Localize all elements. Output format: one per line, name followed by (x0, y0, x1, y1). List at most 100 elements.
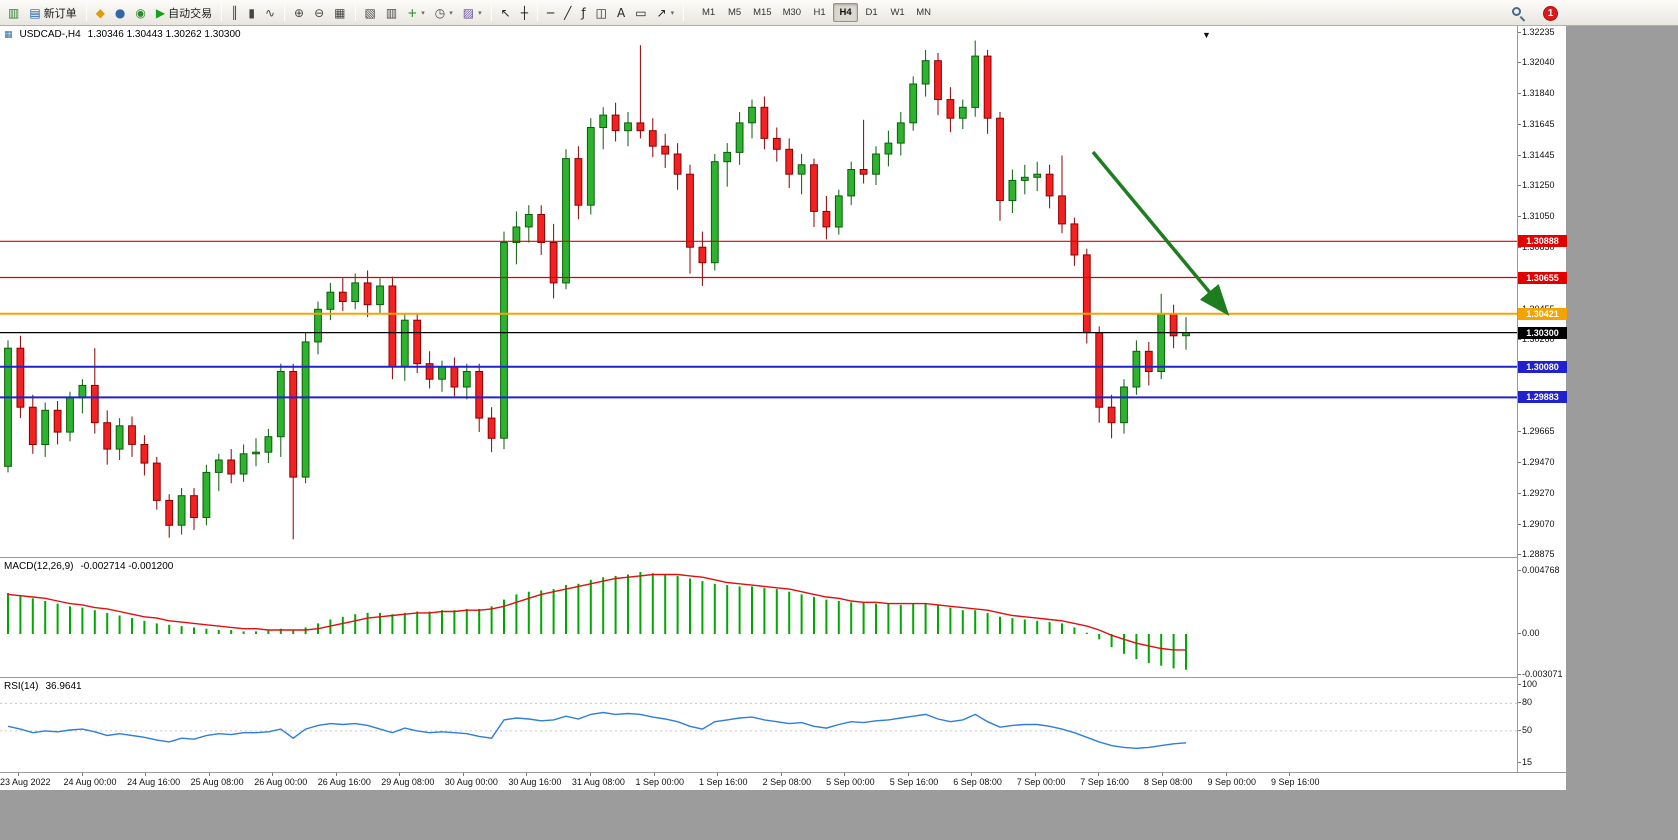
templates-icon: ▨ (462, 5, 475, 20)
zoom-out-icon: ⊖ (314, 5, 325, 20)
horizontal-line-button[interactable]: ─ (542, 2, 559, 24)
autotrading-icon: ▶ (155, 5, 166, 20)
new-chart-button[interactable]: ▥ (3, 2, 24, 24)
candle-body (90, 384, 99, 424)
arrange-windows-icon: ▥ (385, 5, 398, 20)
indicators-dropdown-icon[interactable]: ▾ (421, 8, 425, 17)
fibonacci-button[interactable]: ƒ (576, 2, 590, 24)
price-line-tag: 1.30080 (1518, 360, 1567, 373)
periods-button[interactable]: ◷ ▾ (430, 2, 458, 24)
timeframe-w1[interactable]: W1 (885, 3, 910, 22)
rsi-plot[interactable] (0, 678, 1517, 772)
arrow-tools-button[interactable]: ↗ ▾ (652, 2, 680, 24)
time-axis-label: 26 Aug 16:00 (317, 773, 371, 787)
time-axis-label: 26 Aug 00:00 (254, 773, 308, 787)
templates-button[interactable]: ▨ ▾ (458, 2, 487, 24)
timeframe-mn[interactable]: MN (911, 3, 936, 22)
zoom-out-button[interactable]: ⊖ (309, 2, 329, 24)
timeframe-m1[interactable]: M1 (696, 3, 721, 22)
price-axis[interactable]: 1.32235 1.32040 1.31840 1.31645 1.31445 1.312… (1517, 26, 1567, 772)
timeframe-m30[interactable]: M30 (778, 3, 806, 22)
fibonacci-icon: ƒ (581, 5, 586, 20)
trendline-button[interactable]: ╱ (559, 2, 576, 24)
candle-body (438, 366, 446, 380)
timeframe-m15[interactable]: M15 (748, 3, 776, 22)
periods-icon: ◷ (434, 5, 446, 20)
search-icon[interactable] (1510, 5, 1527, 22)
price-axis-label: 1.31250 (1518, 180, 1555, 190)
toolbar-separator (683, 4, 685, 21)
candle-body (462, 371, 471, 388)
candle-body (1070, 223, 1079, 256)
zoom-in-button[interactable]: ⊕ (289, 2, 309, 24)
chart-object-marker: ▼ (1202, 30, 1211, 40)
candle-body (512, 226, 521, 243)
candle-body (140, 444, 149, 464)
time-axis[interactable]: 23 Aug 2022 24 Aug 00:00 24 Aug 16:00 25 Au… (0, 772, 1566, 790)
community-button[interactable]: ● (110, 2, 130, 24)
candle-body (946, 99, 955, 119)
timeframe-h4[interactable]: H4 (833, 3, 859, 22)
timeframe-d1[interactable]: D1 (859, 3, 884, 22)
shapes-button[interactable]: ◫ (591, 2, 612, 24)
crosshair-button[interactable]: ┼ (516, 2, 533, 24)
candle-body (66, 397, 74, 433)
time-axis-label: 8 Sep 08:00 (1143, 773, 1193, 787)
cascade-windows-button[interactable]: ▧ (360, 2, 381, 24)
market-button[interactable]: ◉ (130, 2, 150, 24)
price-axis-label: 1.29270 (1518, 487, 1555, 498)
candle-chart-button[interactable]: ▮ (243, 2, 260, 24)
candle-body (921, 60, 930, 85)
macd-histogram (7, 571, 1187, 670)
timeframe-h1[interactable]: H1 (807, 3, 832, 22)
candle-body (276, 371, 285, 438)
price-chart-plot[interactable]: ▼ (0, 26, 1517, 557)
candle-body (400, 319, 409, 368)
candle-body (586, 127, 595, 206)
candle-body (190, 495, 198, 519)
templates-dropdown-icon[interactable]: ▾ (478, 8, 482, 17)
trend-arrow-annotation (1091, 150, 1230, 317)
candle-body (28, 406, 37, 446)
line-chart-button[interactable]: ∿ (260, 2, 280, 24)
macd-axis-label: 0.00 (1518, 628, 1540, 638)
bar-chart-button[interactable]: ║ (226, 2, 243, 24)
candle-body (1107, 406, 1116, 424)
main-price-panel: ▼ ▦ USDCAD-,H4 1.30346 1.30443 1.30262 1… (0, 26, 1517, 557)
periods-dropdown-icon[interactable]: ▾ (449, 8, 453, 17)
candles (4, 40, 1190, 540)
metaeditor-button[interactable]: ◆ (91, 2, 110, 24)
timeframe-m5[interactable]: M5 (722, 3, 747, 22)
indicators-button[interactable]: + ▾ (402, 2, 430, 24)
macd-signal-line (7, 573, 1186, 651)
new-order-button[interactable]: ▤ 新订单 (24, 2, 81, 24)
candle-body (289, 371, 298, 478)
candle-body (152, 462, 161, 501)
candle-body (549, 242, 558, 284)
price-line-tag: 1.30421 (1518, 307, 1567, 320)
notification-badge[interactable]: 1 (1543, 5, 1558, 21)
trendline-icon: ╱ (564, 5, 572, 20)
candle-body (1082, 254, 1091, 334)
price-line-tag: 1.30888 (1518, 235, 1567, 248)
candle-body (723, 151, 732, 163)
magnifier-handle (1519, 15, 1526, 22)
arrow-tools-dropdown-icon[interactable]: ▾ (670, 8, 675, 17)
candle-body (214, 459, 223, 473)
price-axis-label: 1.28875 (1518, 549, 1555, 559)
rsi-value: 36.9641 (45, 681, 82, 692)
price-line-tag: 1.30300 (1518, 326, 1567, 339)
community-icon: ● (114, 5, 126, 20)
time-axis-label: 9 Sep 16:00 (1271, 773, 1320, 787)
macd-plot[interactable] (0, 558, 1517, 677)
text-label-button[interactable]: ▭ (630, 2, 651, 24)
arrange-windows-button[interactable]: ▥ (381, 2, 402, 24)
cursor-button[interactable]: ↖ (496, 2, 516, 24)
tile-windows-button[interactable]: ▦ (329, 2, 350, 24)
candle-body (1020, 176, 1029, 181)
autotrading-button[interactable]: ▶ 自动交易 (151, 2, 217, 24)
text-button[interactable]: A (612, 2, 630, 24)
candle-body (859, 169, 868, 175)
macd-title: MACD(12,26,9) -0.002714 -0.001200 (4, 561, 173, 572)
candle-body (264, 436, 273, 453)
